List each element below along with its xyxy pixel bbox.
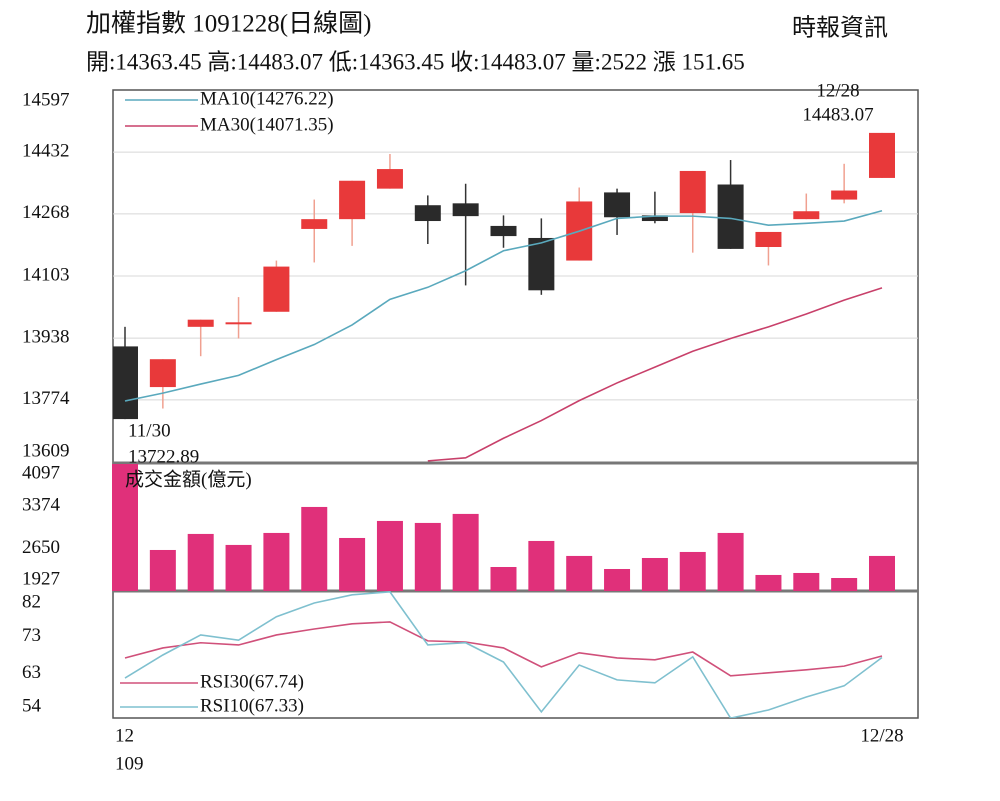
candle-body [528, 237, 555, 291]
x-tick-label: 12/28 [860, 725, 903, 746]
bar [452, 513, 479, 591]
candle-body [187, 319, 214, 327]
y-tick-label: 1927 [22, 568, 60, 589]
candle-body [641, 215, 668, 222]
bar [717, 532, 744, 591]
candle-body [301, 219, 328, 229]
bar [490, 567, 517, 591]
annotation: 11/30 [128, 420, 171, 441]
x-tick-label: 12 [115, 725, 134, 746]
bar [339, 537, 366, 591]
y-tick-label: 63 [22, 662, 41, 683]
y-tick-label: 13609 [22, 440, 70, 461]
annotation: 12/28 [816, 80, 859, 101]
y-tick-label: 4097 [22, 462, 60, 483]
line [124, 210, 883, 402]
panel-title: 成交金額(億元) [125, 468, 252, 490]
legend-label: MA10(14276.22) [200, 88, 334, 109]
candle-body [679, 170, 706, 214]
bar [793, 572, 820, 591]
bar [679, 551, 706, 591]
bar [263, 532, 290, 591]
candle-body [831, 190, 858, 200]
bar [301, 506, 328, 591]
bar [755, 574, 782, 591]
ma-lines [124, 210, 883, 462]
bar [641, 557, 668, 591]
candle-body [869, 132, 895, 178]
candle-body [490, 225, 517, 237]
candle-body [113, 346, 138, 420]
rsi-lines [124, 591, 883, 718]
bar [112, 464, 138, 591]
candle-body [793, 211, 820, 220]
candle-body [339, 180, 366, 220]
candle-body [414, 205, 441, 222]
legend-label: MA30(14071.35) [200, 114, 334, 135]
line [124, 621, 883, 677]
bar [831, 578, 858, 591]
y-tick-label: 2650 [22, 537, 60, 558]
annotation: 13722.89 [128, 446, 199, 467]
bar [414, 522, 441, 591]
y-tick-label: 13774 [22, 388, 70, 409]
candle-body [376, 169, 403, 189]
candle-body [717, 184, 744, 249]
y-tick-label: 14597 [22, 89, 70, 110]
chart-title: 加權指數 1091228(日線圖) [86, 10, 371, 38]
y-tick-label: 13938 [22, 326, 70, 347]
y-tick-label: 14432 [22, 140, 70, 161]
bar [604, 568, 631, 591]
y-tick-label: 54 [22, 695, 42, 716]
bar [187, 533, 214, 591]
y-tick-label: 3374 [22, 495, 61, 516]
bar [376, 520, 403, 591]
candle-body [149, 359, 176, 388]
y-tick-label: 14103 [22, 264, 70, 285]
bar [869, 555, 895, 591]
candle-body [452, 203, 479, 217]
legend-label: RSI30(67.74) [200, 671, 304, 692]
x-year-label: 109 [115, 753, 144, 774]
bar [566, 555, 593, 591]
bar [528, 540, 555, 591]
candle-body [263, 266, 290, 312]
y-tick-label: 82 [22, 591, 41, 612]
line [427, 287, 883, 462]
annotation: 14483.07 [802, 104, 873, 125]
subtitle: 開:14363.45 高:14483.07 低:14363.45 收:14483… [86, 49, 745, 74]
frame [112, 89, 919, 719]
source: 時報資訊 [792, 15, 888, 42]
legend-label: RSI10(67.33) [200, 695, 304, 716]
bar [149, 549, 176, 591]
candle-body [604, 192, 631, 218]
line [124, 591, 883, 718]
candle-body [755, 231, 782, 248]
candle-body [225, 322, 252, 325]
candles [113, 132, 895, 420]
bar [225, 544, 252, 591]
y-tick-label: 14268 [22, 202, 70, 223]
y-tick-label: 73 [22, 625, 41, 646]
